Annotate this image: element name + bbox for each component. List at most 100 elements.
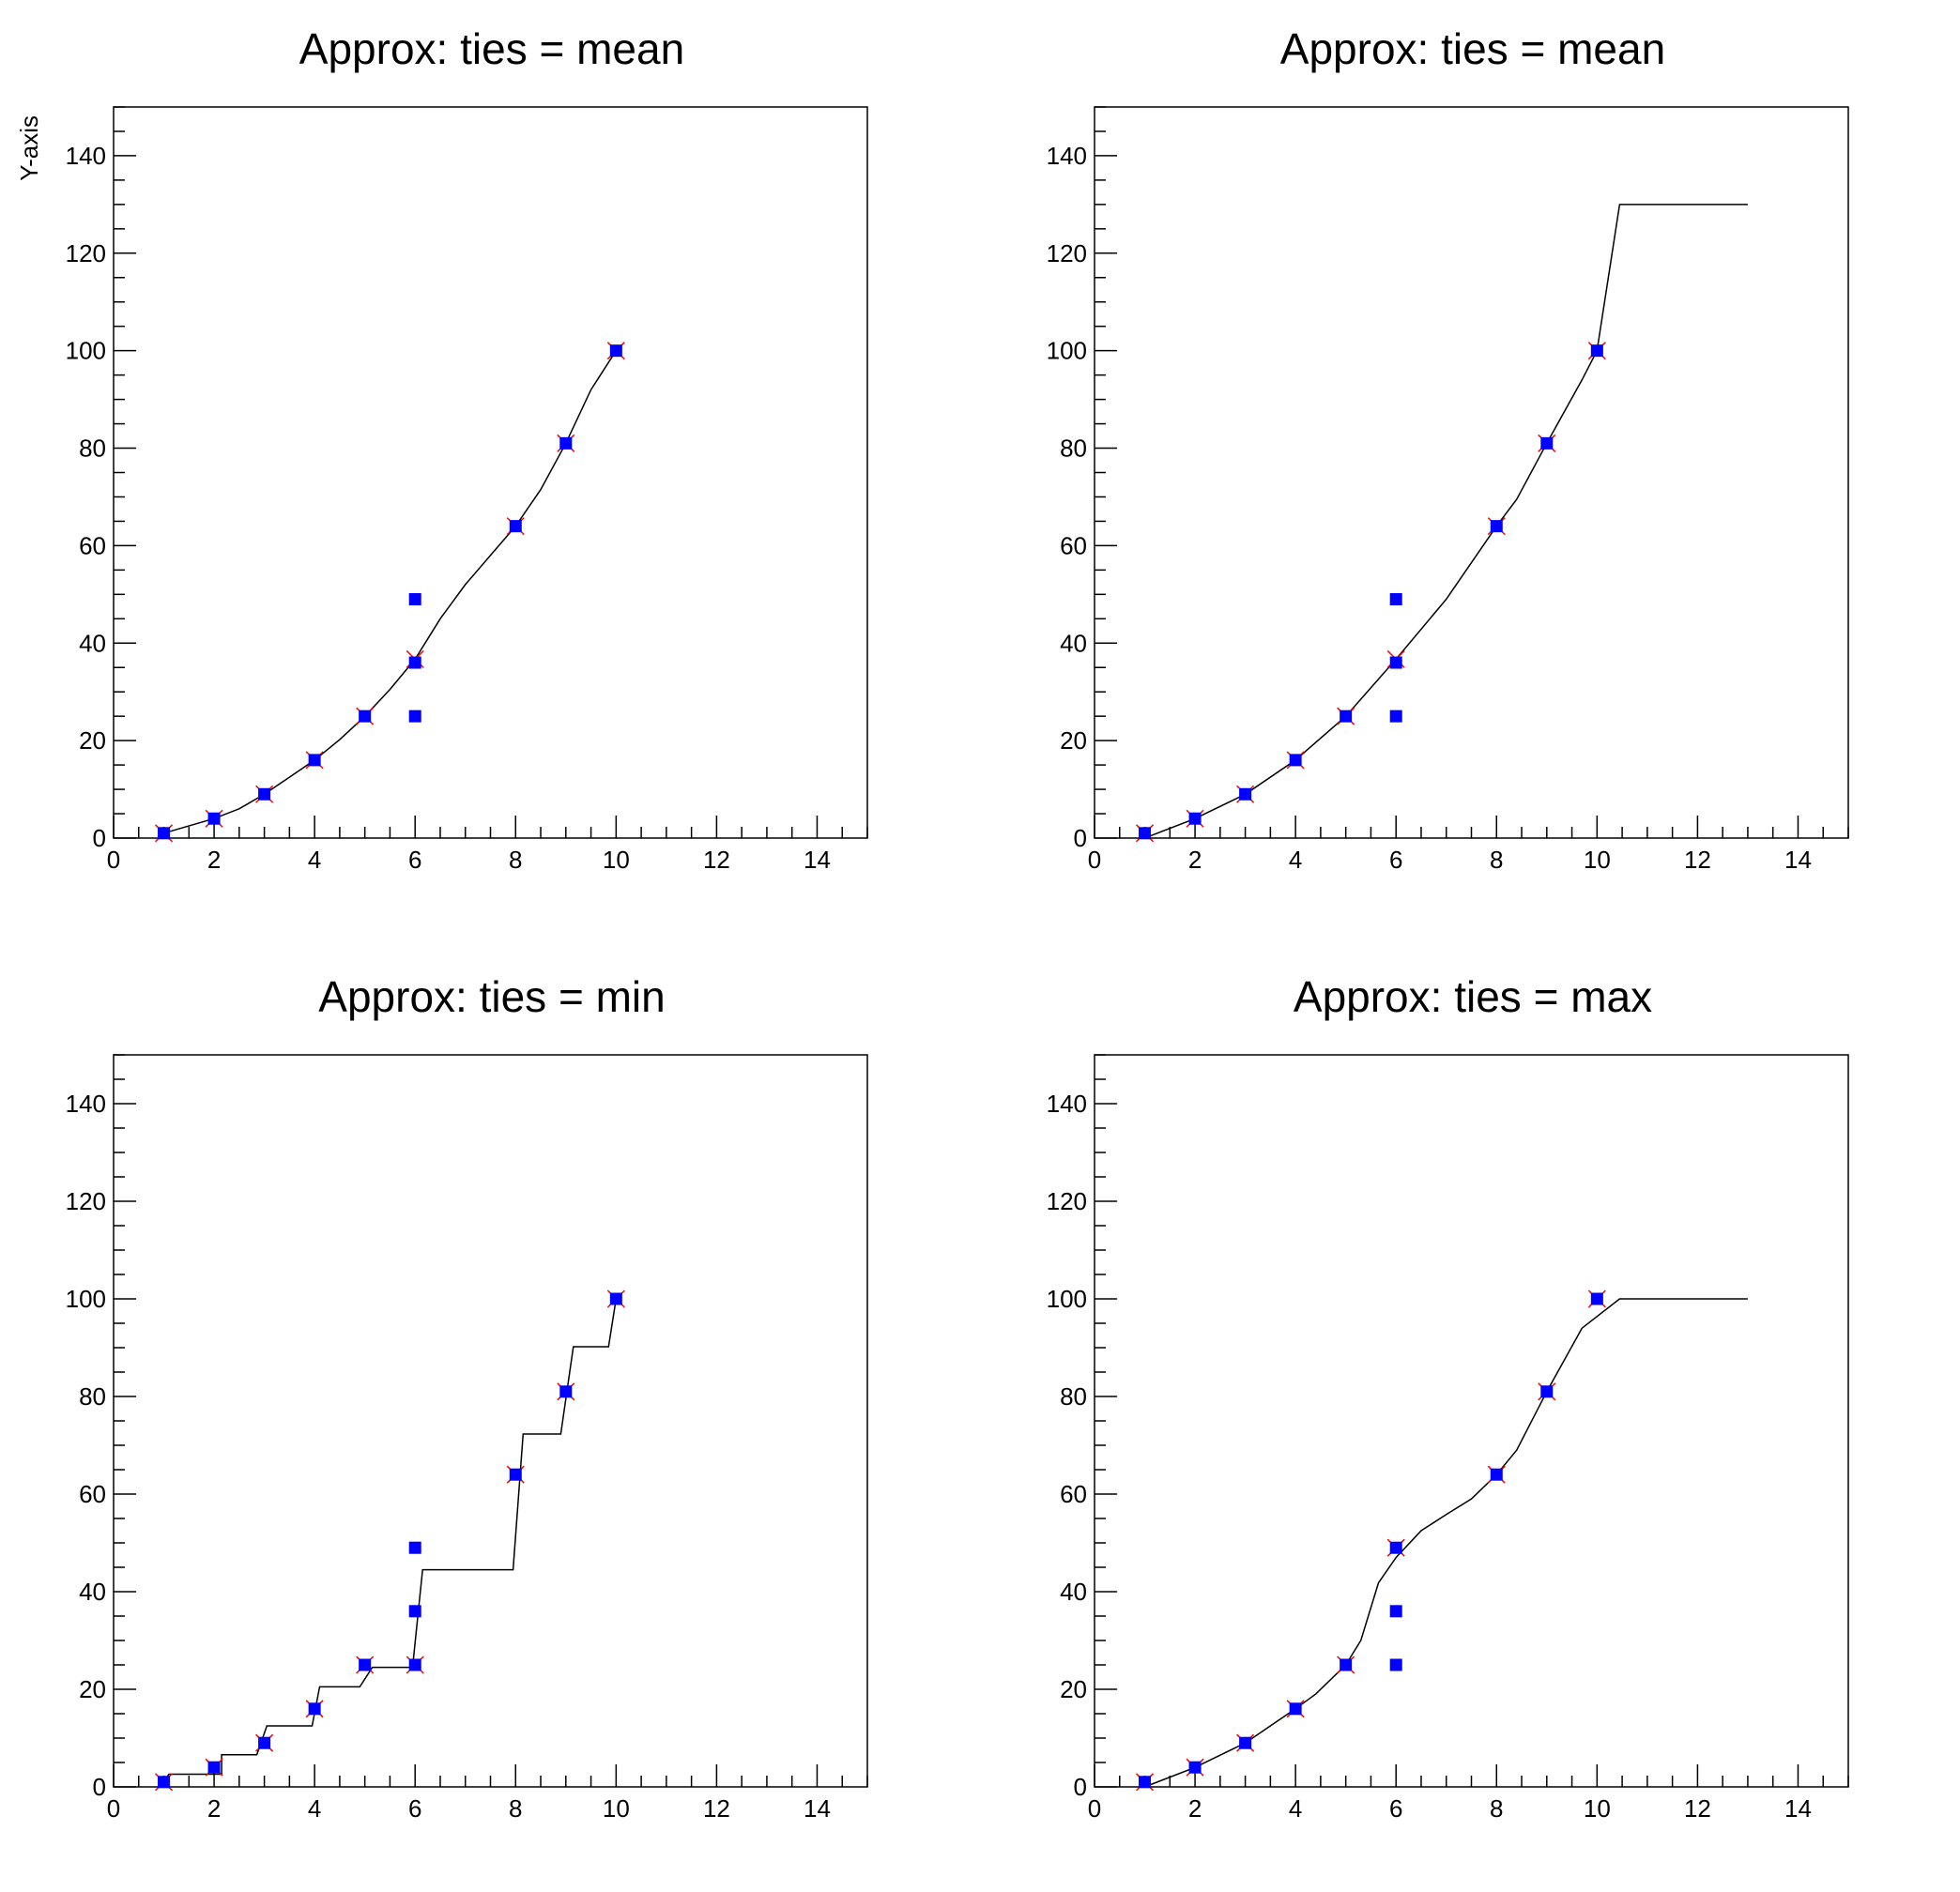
y-tick-label: 80 xyxy=(79,1382,106,1411)
data-point-marker xyxy=(1389,710,1402,723)
x-tick-label: 4 xyxy=(308,846,321,874)
y-tick-label: 60 xyxy=(79,1480,106,1508)
data-point-marker xyxy=(308,1702,321,1716)
y-tick-label: 60 xyxy=(1060,531,1087,559)
data-point-marker xyxy=(1540,1385,1554,1398)
y-tick-label: 80 xyxy=(79,435,106,463)
data-point-marker xyxy=(609,1292,622,1305)
y-tick-label: 140 xyxy=(66,1090,106,1118)
y-tick-label: 20 xyxy=(79,726,106,755)
y-tick-label: 100 xyxy=(66,1285,106,1313)
x-tick-label: 14 xyxy=(804,846,831,874)
data-point-marker xyxy=(1139,1776,1152,1789)
y-tick-label: 100 xyxy=(1047,337,1087,365)
data-point-marker xyxy=(158,827,171,840)
x-tick-label: 10 xyxy=(603,1794,630,1823)
plot-frame xyxy=(1094,106,1849,839)
data-point-marker xyxy=(207,1761,221,1774)
plot-frame xyxy=(113,106,868,839)
y-tick-label: 120 xyxy=(1047,239,1087,267)
data-point-marker xyxy=(359,710,372,723)
approx-line xyxy=(162,1298,618,1783)
y-tick-label: 20 xyxy=(79,1675,106,1703)
data-point-marker xyxy=(408,1605,421,1618)
y-tick-label: 60 xyxy=(1060,1480,1087,1508)
plot-frame xyxy=(113,1054,868,1788)
data-point-marker xyxy=(1289,1702,1302,1716)
y-tick-label: 0 xyxy=(1074,824,1087,852)
y-tick-label: 80 xyxy=(1060,435,1087,463)
data-point-marker xyxy=(1139,827,1152,840)
data-point-marker xyxy=(559,1385,573,1398)
x-tick-label: 12 xyxy=(1684,1794,1711,1823)
x-tick-label: 12 xyxy=(703,846,730,874)
data-point-marker xyxy=(1389,1658,1402,1671)
panel-title: Approx: ties = min xyxy=(318,972,665,1021)
y-tick-label: 100 xyxy=(66,337,106,365)
x-tick-label: 12 xyxy=(1684,846,1711,874)
panel-title: Approx: ties = max xyxy=(1294,972,1652,1021)
x-tick-label: 6 xyxy=(1389,1794,1402,1823)
x-tick-label: 4 xyxy=(1289,1794,1302,1823)
y-tick-label: 80 xyxy=(1060,1382,1087,1411)
approx-line xyxy=(1144,1298,1748,1788)
y-tick-label: 0 xyxy=(1074,1773,1087,1801)
x-tick-label: 2 xyxy=(1188,846,1202,874)
data-point-marker xyxy=(559,436,573,450)
data-point-marker xyxy=(408,656,421,669)
x-tick-label: 8 xyxy=(509,1794,522,1823)
data-point-marker xyxy=(408,1541,421,1554)
panel-title: Approx: ties = mean xyxy=(1280,24,1665,73)
x-tick-label: 10 xyxy=(1584,846,1611,874)
y-tick-label: 100 xyxy=(1047,1285,1087,1313)
x-tick-label: 6 xyxy=(408,1794,421,1823)
data-point-marker xyxy=(1340,1658,1353,1671)
panel-bottom-left: Approx: ties = min 0 2 4 6 8 10 12 140204060801… xyxy=(66,972,868,1823)
x-tick-label: 14 xyxy=(1784,1794,1812,1823)
data-point-marker xyxy=(1490,1468,1503,1481)
x-tick-label: 4 xyxy=(1289,846,1302,874)
y-tick-label: 140 xyxy=(1047,1090,1087,1118)
x-tick-label: 14 xyxy=(1784,846,1812,874)
x-tick-label: 10 xyxy=(1584,1794,1611,1823)
data-point-marker xyxy=(408,710,421,723)
data-point-marker xyxy=(158,1776,171,1789)
approx-line xyxy=(1144,204,1748,839)
data-point-marker xyxy=(509,520,522,533)
y-tick-label: 140 xyxy=(66,142,106,170)
panel-title: Approx: ties = mean xyxy=(299,24,684,73)
data-point-marker xyxy=(1590,1292,1603,1305)
data-point-marker xyxy=(1340,710,1353,723)
x-tick-label: 2 xyxy=(207,1794,221,1823)
data-point-marker xyxy=(609,344,622,358)
data-point-marker xyxy=(1188,812,1202,825)
y-tick-label: 40 xyxy=(1060,1578,1087,1606)
data-point-marker xyxy=(509,1468,522,1481)
x-tick-label: 0 xyxy=(1088,846,1101,874)
data-point-marker xyxy=(1389,1541,1402,1554)
x-tick-label: 6 xyxy=(408,846,421,874)
y-tick-label: 0 xyxy=(93,824,106,852)
x-tick-label: 2 xyxy=(1188,1794,1202,1823)
data-point-marker xyxy=(1188,1761,1202,1774)
data-point-marker xyxy=(1389,1605,1402,1618)
data-point-marker xyxy=(258,787,271,801)
data-point-marker xyxy=(1540,436,1554,450)
x-tick-label: 0 xyxy=(1088,1794,1101,1823)
y-tick-label: 120 xyxy=(66,239,106,267)
data-point-marker xyxy=(1590,344,1603,358)
y-tick-label: 0 xyxy=(93,1773,106,1801)
y-tick-label: 40 xyxy=(79,629,106,657)
x-tick-label: 2 xyxy=(207,846,221,874)
y-tick-label: 120 xyxy=(66,1187,106,1215)
y-tick-label: 20 xyxy=(1060,1675,1087,1703)
y-tick-label: 20 xyxy=(1060,726,1087,755)
x-tick-label: 8 xyxy=(1490,846,1503,874)
y-tick-label: 40 xyxy=(1060,629,1087,657)
y-tick-label: 120 xyxy=(1047,1187,1087,1215)
panel-top-right: Approx: ties = mean 0 2 4 6 8 10 12 14020406080… xyxy=(1047,24,1849,874)
x-tick-label: 0 xyxy=(107,1794,120,1823)
x-tick-label: 14 xyxy=(804,1794,831,1823)
